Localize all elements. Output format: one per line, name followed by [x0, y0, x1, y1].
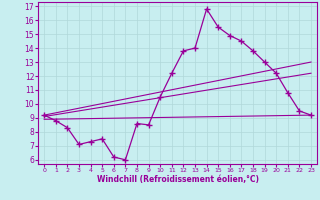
X-axis label: Windchill (Refroidissement éolien,°C): Windchill (Refroidissement éolien,°C)	[97, 175, 259, 184]
